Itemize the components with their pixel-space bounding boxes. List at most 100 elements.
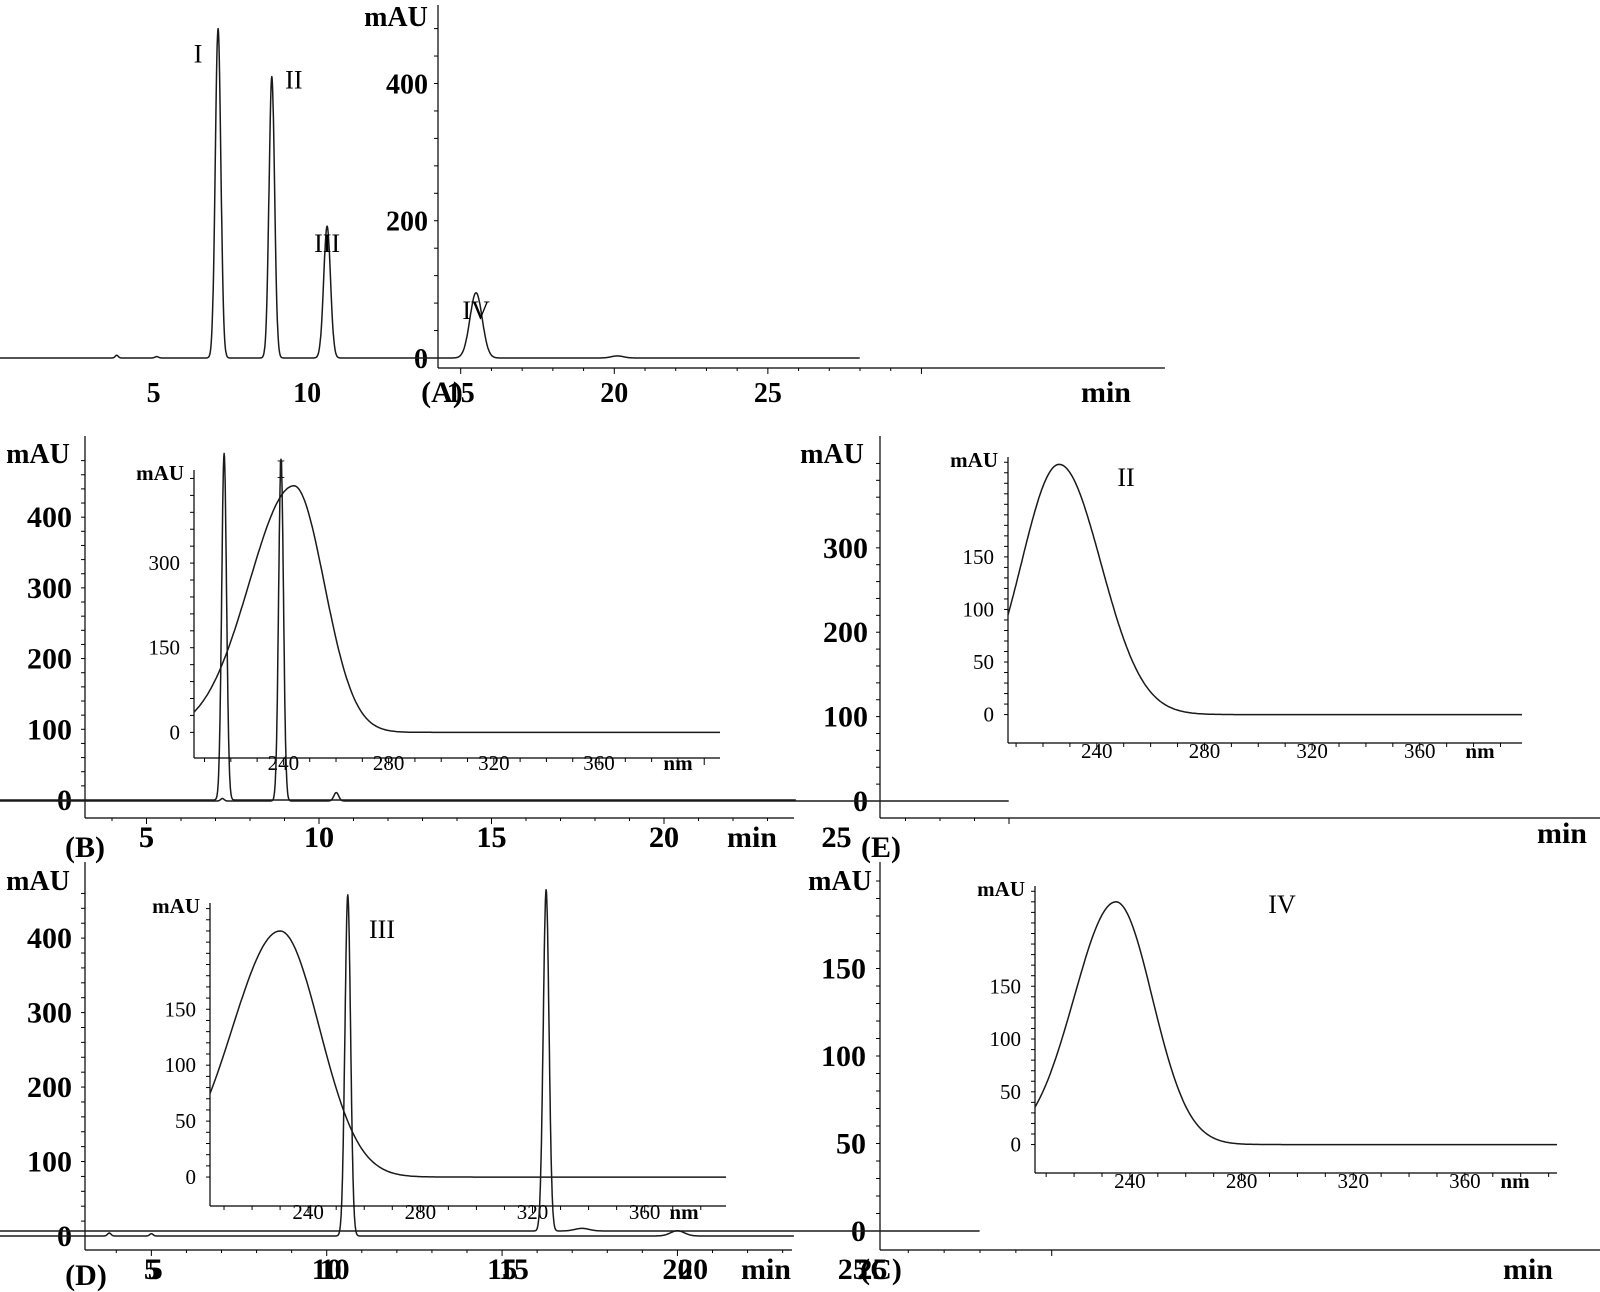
x-tick-label: 15 <box>477 821 507 854</box>
x-tick-label: 25 <box>754 378 782 409</box>
x-tick-label: 20 <box>649 821 679 854</box>
x-tick-label: 15 <box>487 1253 517 1286</box>
y-tick-label: 50 <box>836 1128 866 1161</box>
x-tick-label: 15 <box>447 378 475 409</box>
inset-x-tick-label: 360 <box>1404 739 1436 763</box>
panel-label: (D) <box>65 1259 107 1292</box>
y-axis-label: mAU <box>800 439 864 470</box>
inset-y-tick-label: 50 <box>175 1109 196 1133</box>
y-tick-label: 100 <box>27 1146 72 1179</box>
y-tick-label: 400 <box>386 69 428 100</box>
peak-apex <box>280 458 282 460</box>
x-tick-label: 5 <box>147 378 161 409</box>
chromatogram-trace <box>0 27 861 359</box>
inset-uv-spectrum: 240 280 320 360 0 50 100 150 mAU nm II <box>950 448 1522 763</box>
inset-y-tick-label: 150 <box>165 997 197 1021</box>
peak-apex <box>271 76 273 78</box>
uv-spectrum-trace <box>193 485 720 734</box>
y-tick-label: 200 <box>386 207 428 238</box>
inset-x-tick-label: 240 <box>1114 1169 1146 1193</box>
inset-y-tick-label: 0 <box>1011 1133 1022 1157</box>
x-tick-label: 15 <box>499 1253 529 1286</box>
compound-label: IV <box>1268 890 1296 919</box>
x-axis-label: min <box>1081 376 1131 409</box>
y-axis-label: mAU <box>808 866 872 897</box>
x-tick-label: 5 <box>139 821 154 854</box>
inset-y-tick-label: 150 <box>149 636 181 660</box>
x-tick-label: 20 <box>662 1253 692 1286</box>
panel-label: (E) <box>861 831 901 864</box>
x-tick-label: 20 <box>649 821 679 854</box>
x-tick-label: 25 <box>822 821 852 854</box>
y-axis-label: mAU <box>6 866 70 897</box>
y-tick-label: 300 <box>27 572 72 605</box>
peak-apex <box>347 894 349 896</box>
inset-y-axis-label: mAU <box>136 461 184 485</box>
inset-x-axis-label: nm <box>663 751 693 775</box>
uv-spectrum-trace <box>1034 901 1557 1146</box>
x-tick-label: 10 <box>304 821 334 854</box>
y-tick-label: 100 <box>823 701 868 734</box>
inset-y-tick-label: 0 <box>984 703 995 727</box>
panel-b: 0 100 200 300 400 5 10 15 20 25 mAU min (B) 240 280 320… <box>0 436 852 864</box>
x-axis-label: min <box>1537 817 1587 850</box>
peak-apex <box>156 356 158 358</box>
peak-label: III <box>314 229 340 258</box>
inset-x-tick-label: 280 <box>1189 739 1221 763</box>
panel-e: 0 100 200 300 5 10 15 20 25 mAU min (E) 240 280 320 360… <box>0 436 1600 864</box>
inset-uv-spectrum: 240 280 320 360 0 50 100 150 mAU nm III <box>152 894 726 1224</box>
y-tick-label: 0 <box>414 344 428 375</box>
compound-label: III <box>369 915 395 944</box>
chromatogram-trace <box>0 894 795 1237</box>
peak-apex <box>545 889 547 891</box>
inset-x-axis-label: nm <box>669 1200 699 1224</box>
y-tick-label: 400 <box>27 922 72 955</box>
x-axis-label: min <box>1503 1253 1553 1286</box>
y-tick-label: 200 <box>27 1071 72 1104</box>
inset-x-tick-label: 240 <box>292 1200 324 1224</box>
x-axis-label: min <box>727 821 777 854</box>
chromatogram-trace <box>0 458 1010 802</box>
inset-y-tick-label: 100 <box>990 1027 1022 1051</box>
x-tick-label: 5 <box>148 1253 163 1286</box>
x-tick-label: 10 <box>312 1253 342 1286</box>
inset-y-tick-label: 0 <box>170 720 181 744</box>
peak-apex <box>616 355 618 357</box>
peak-apex <box>223 452 225 455</box>
inset-y-tick-label: 50 <box>1000 1080 1021 1104</box>
inset-x-axis-label: nm <box>1465 739 1495 763</box>
x-tick-label: 15 <box>477 821 507 854</box>
y-tick-label: 150 <box>821 953 866 986</box>
y-tick-label: 200 <box>823 616 868 649</box>
inset-y-tick-label: 150 <box>990 974 1022 998</box>
inset-x-tick-label: 320 <box>1296 739 1328 763</box>
inset-x-axis-label: nm <box>1500 1169 1530 1193</box>
inset-y-axis-label: mAU <box>152 894 200 918</box>
compound-label: II <box>1117 463 1134 492</box>
inset-x-tick-label: 320 <box>517 1200 549 1224</box>
panel-label: (A) <box>421 376 463 409</box>
x-tick-label: 25 <box>857 1253 887 1286</box>
x-tick-label: 5 <box>144 1253 159 1286</box>
peak-apex <box>108 1232 110 1234</box>
peak-apex <box>150 1233 152 1235</box>
inset-x-tick-label: 320 <box>478 751 510 775</box>
inset-y-tick-label: 100 <box>963 597 995 621</box>
inset-y-tick-label: 100 <box>165 1053 197 1077</box>
peak-apex <box>221 797 223 800</box>
y-axis-label: mAU <box>364 2 428 33</box>
inset-x-tick-label: 360 <box>629 1200 661 1224</box>
y-tick-label: 100 <box>821 1040 866 1073</box>
inset-y-tick-label: 50 <box>973 650 994 674</box>
inset-y-axis-label: mAU <box>977 877 1025 901</box>
panel-c: 0 50 100 150 5 10 15 20 25 mAU min (C) 240 280 320 360 0… <box>0 862 1600 1286</box>
peak-apex <box>217 27 219 30</box>
inset-y-axis-label: mAU <box>950 448 998 472</box>
y-tick-label: 300 <box>27 997 72 1030</box>
peak-label: IV <box>462 296 490 325</box>
inset-x-tick-label: 360 <box>1449 1169 1481 1193</box>
inset-x-tick-label: 280 <box>405 1200 437 1224</box>
peak-apex <box>116 354 118 356</box>
